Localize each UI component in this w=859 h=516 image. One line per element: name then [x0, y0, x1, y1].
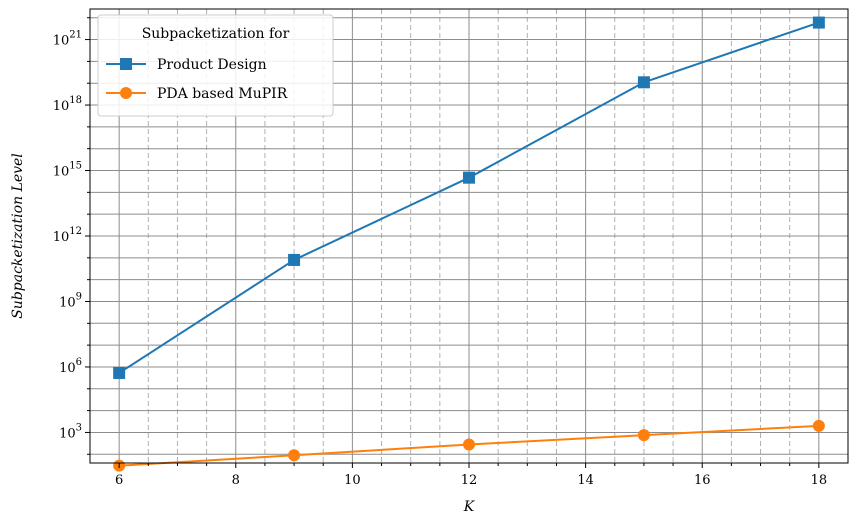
- product-design-point: [812, 16, 825, 29]
- x-tick-label: 6: [115, 473, 123, 488]
- y-tick-label: 109: [59, 291, 82, 310]
- legend-label-product-design: Product Design: [157, 57, 267, 73]
- y-tick-label: 106: [59, 357, 82, 376]
- legend-entries: Product Design PDA based MuPIR: [106, 57, 288, 102]
- product-design-point: [637, 76, 650, 89]
- x-axis-label: K: [463, 499, 476, 515]
- legend-title: Subpacketization for: [142, 26, 290, 42]
- series-layer: [113, 16, 825, 472]
- y-tick-label: 1021: [53, 30, 82, 49]
- x-tick-label: 8: [232, 473, 240, 488]
- pda-based-mupir-point: [812, 419, 825, 432]
- x-tick-label: 12: [461, 473, 478, 488]
- product-design-point: [113, 366, 126, 379]
- y-tick-label: 103: [59, 422, 82, 441]
- y-tick-label: 1018: [53, 95, 82, 114]
- x-tick-label: 16: [694, 473, 711, 488]
- y-tick-label: 1015: [53, 161, 82, 180]
- product-design-point: [288, 253, 301, 266]
- pda-based-mupir-point: [463, 438, 475, 451]
- pda-based-mupir-point: [637, 429, 650, 442]
- legend-marker-pda-based-mupir: [120, 87, 132, 99]
- legend-box: [97, 14, 334, 117]
- y-tick-label: 1012: [53, 226, 82, 245]
- legend: Subpacketization for Product Design PDA b…: [97, 14, 334, 117]
- pda-based-mupir-point: [288, 449, 301, 462]
- product-design-point: [463, 171, 475, 184]
- x-tick-label: 18: [811, 473, 828, 488]
- legend-marker-product-design: [120, 58, 132, 70]
- y-axis-label: Subpacketization Level: [10, 153, 26, 319]
- legend-label-pda-based-mupir: PDA based MuPIR: [157, 86, 288, 102]
- x-tick-label: 14: [577, 473, 594, 488]
- x-tick-label: 10: [344, 473, 361, 488]
